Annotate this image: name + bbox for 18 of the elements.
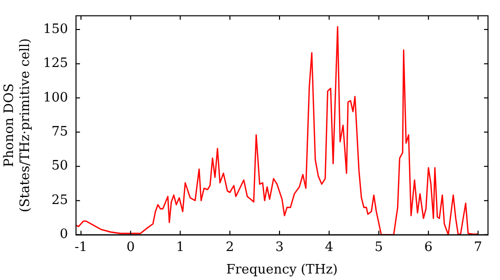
y-tick-label: 125 [43,56,68,72]
y-tick-label: 100 [43,90,68,106]
x-tick-label: -1 [74,240,88,255]
x-tick-label: 2 [226,240,234,255]
x-tick-label: 0 [126,240,135,255]
x-tick-label: 4 [325,240,334,255]
x-tick-label: 6 [424,240,433,255]
x-tick-label: 5 [374,240,383,255]
x-tick-label: 1 [176,240,184,255]
x-axis-title: Frequency (THz) [226,262,338,278]
y-axis-title: Phonon DOS (States/THz·primitive cell) [2,38,33,212]
x-tick-label: 7 [474,240,482,255]
y-tick-label: 50 [51,158,68,174]
y-tick-label: 75 [51,124,68,140]
y-tick-label: 0 [60,227,68,242]
y-tick-label: 25 [51,192,68,208]
x-tick-label: 3 [275,240,284,255]
y-tick-label: 150 [43,22,68,37]
